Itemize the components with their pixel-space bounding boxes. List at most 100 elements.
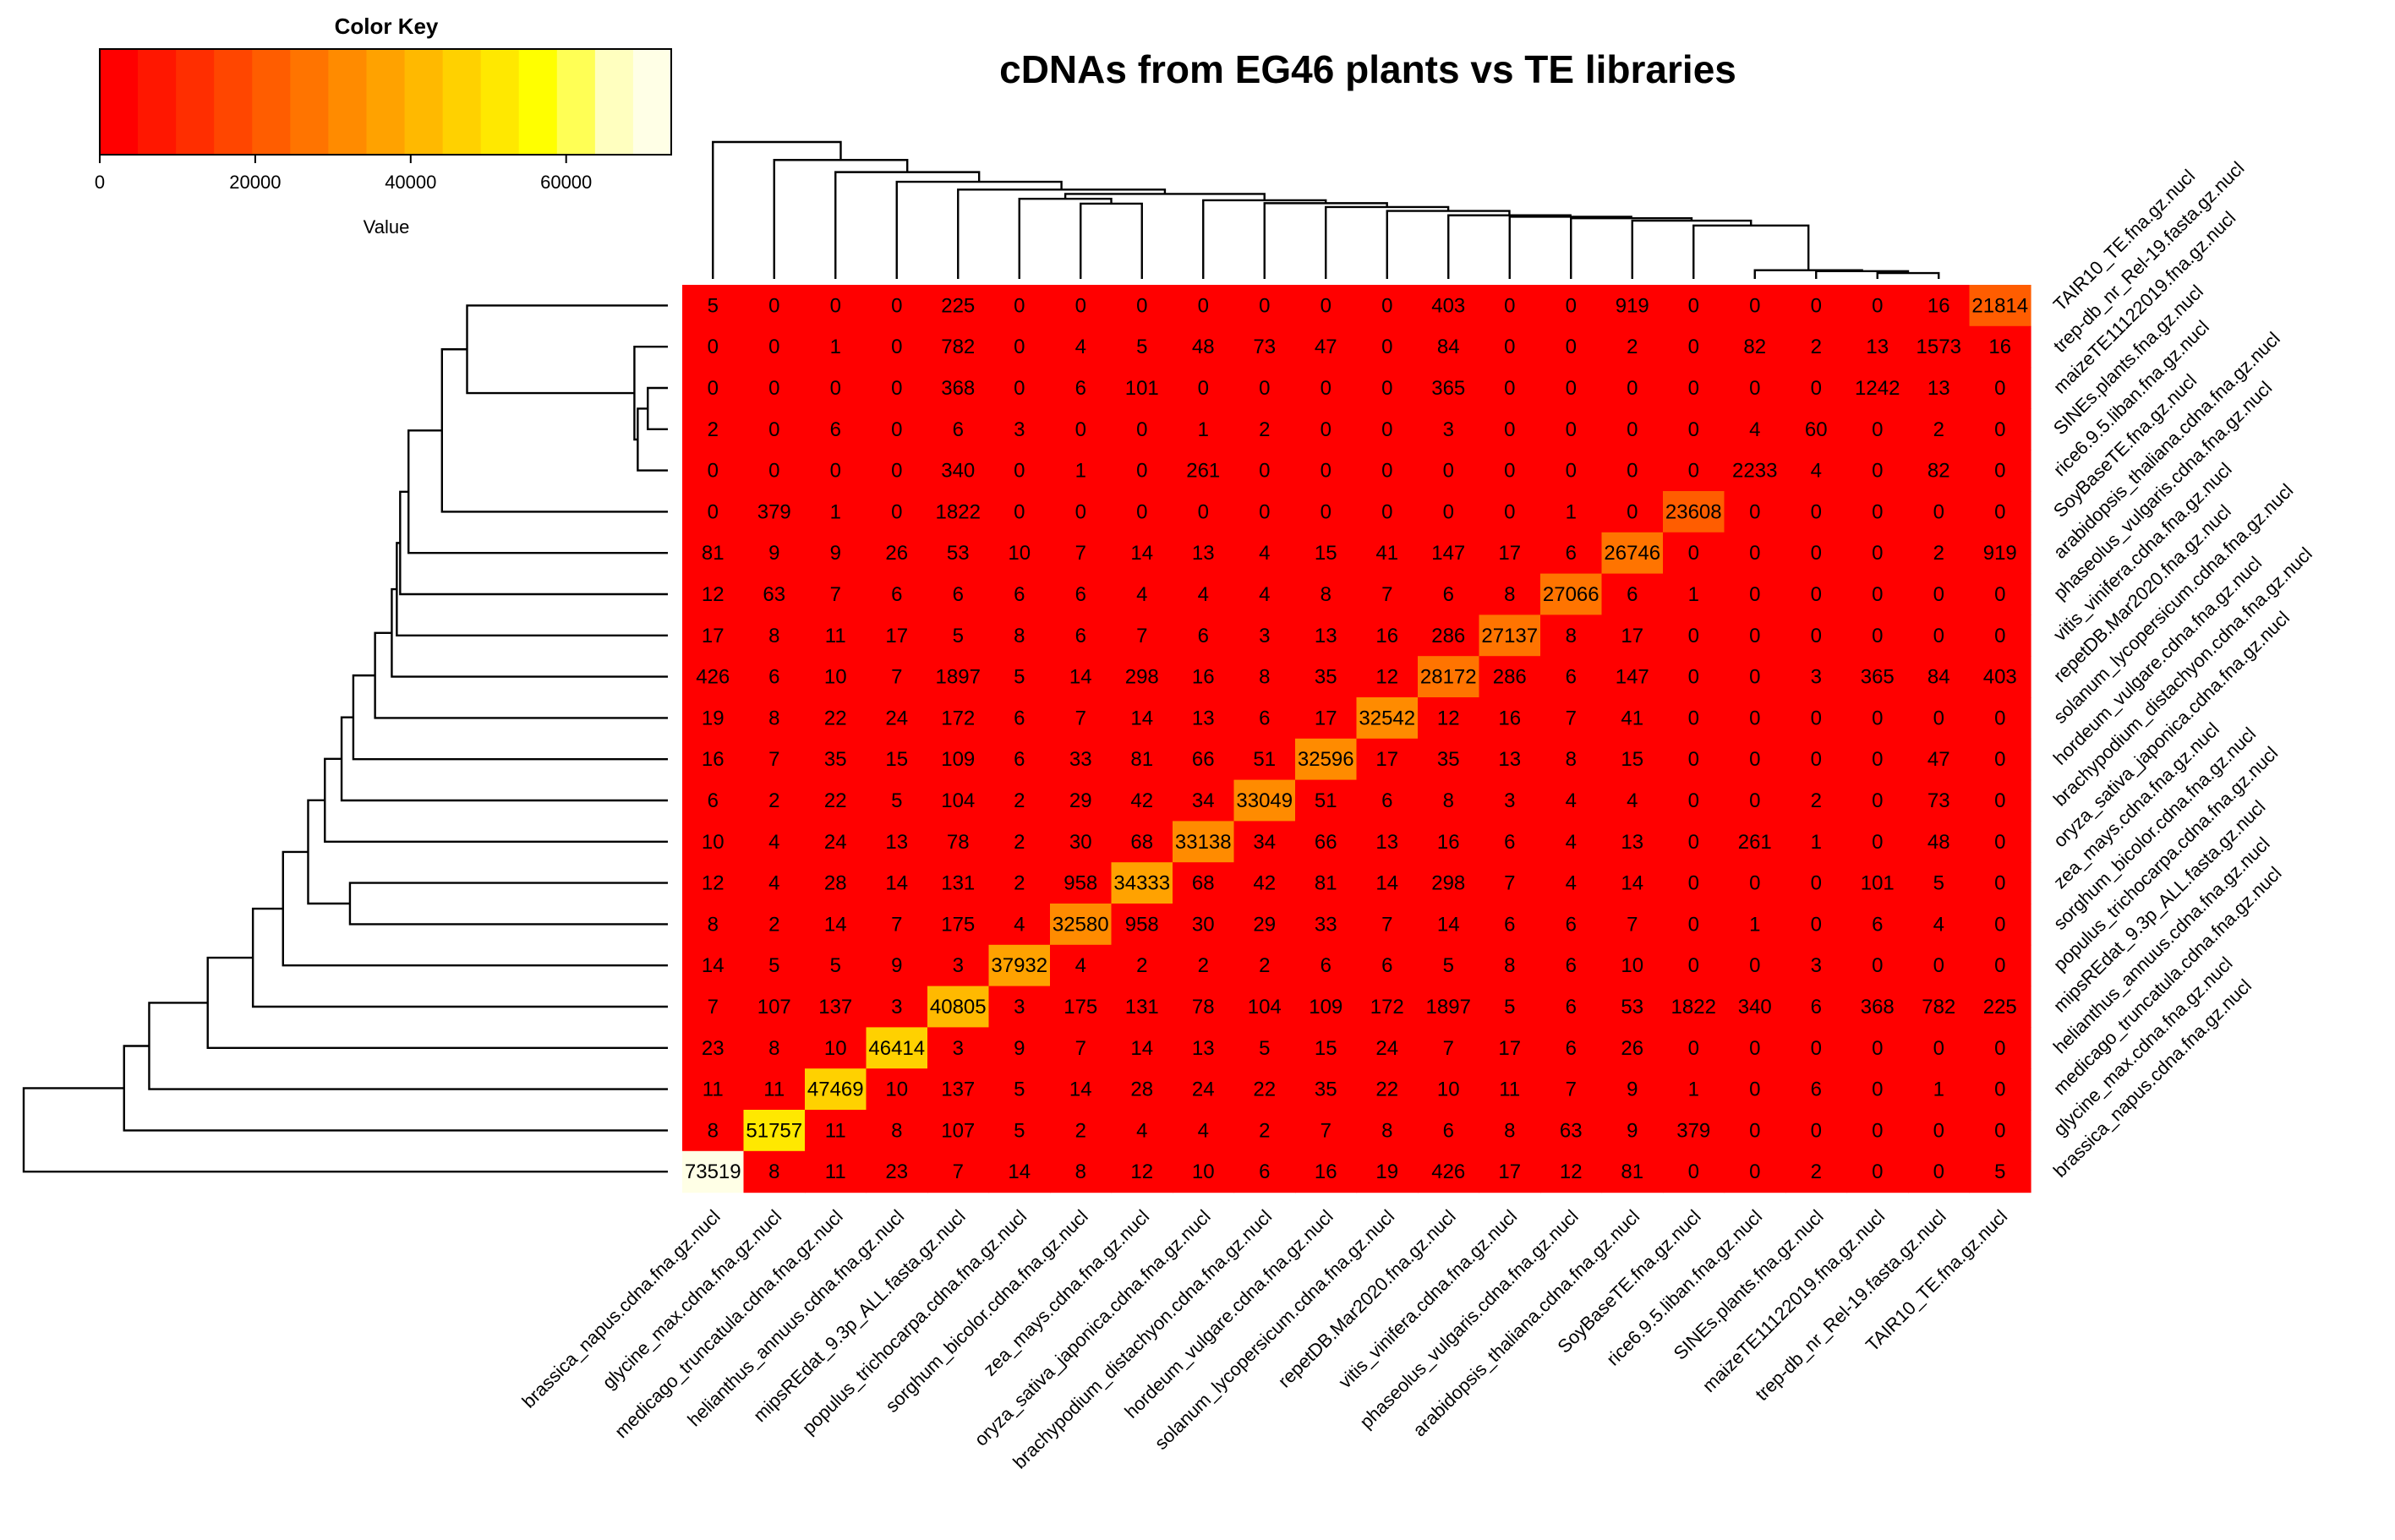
heatmap-cell bbox=[1356, 821, 1419, 863]
heatmap-cell bbox=[1540, 1027, 1603, 1069]
heatmap-cell bbox=[1050, 450, 1113, 492]
heatmap-cell bbox=[1846, 779, 1909, 822]
heatmap-cell bbox=[1540, 614, 1603, 657]
cell-value-label: 40805 bbox=[930, 996, 987, 1018]
heatmap-cell bbox=[866, 986, 928, 1028]
cell-value-label: 28 bbox=[1130, 1079, 1153, 1101]
cell-value-label: 53 bbox=[947, 542, 970, 565]
heatmap-cell bbox=[988, 1068, 1051, 1111]
cell-value-label: 0 bbox=[1136, 460, 1147, 483]
cell-value-label: 3 bbox=[1443, 418, 1454, 441]
heatmap-cell bbox=[1173, 944, 1235, 987]
cell-value-label: 4 bbox=[1075, 336, 1086, 358]
cell-value-label: 0 bbox=[1504, 460, 1515, 483]
cell-value-label: 84 bbox=[1437, 336, 1460, 358]
cell-value-label: 10 bbox=[824, 666, 847, 689]
cell-value-label: 78 bbox=[1192, 996, 1215, 1018]
heatmap-cell bbox=[1785, 656, 1848, 698]
cell-value-label: 0 bbox=[768, 336, 779, 358]
heatmap-cell bbox=[1479, 408, 1541, 451]
heatmap-cell bbox=[1479, 491, 1541, 533]
heatmap-cell bbox=[1111, 532, 1173, 575]
cell-value-label: 6 bbox=[1014, 707, 1025, 729]
heatmap-cell bbox=[805, 1150, 867, 1193]
heatmap-cell bbox=[1050, 573, 1113, 615]
cell-value-label: 12 bbox=[702, 583, 725, 606]
heatmap-cell bbox=[743, 491, 806, 533]
cell-value-label: 0 bbox=[1933, 625, 1944, 647]
heatmap-cell bbox=[988, 325, 1051, 369]
heatmap-cell bbox=[1663, 904, 1725, 946]
cell-value-label: 6 bbox=[1381, 954, 1392, 977]
cell-value-label: 6 bbox=[1627, 583, 1638, 606]
cell-value-label: 0 bbox=[1259, 377, 1270, 400]
heatmap-cell bbox=[1908, 1068, 1971, 1111]
heatmap-cell bbox=[988, 532, 1051, 575]
cell-value-label: 172 bbox=[941, 707, 975, 729]
heatmap-cell bbox=[1295, 450, 1358, 492]
heatmap-cell bbox=[1295, 408, 1358, 451]
heatmap-cell bbox=[1173, 1027, 1235, 1069]
heatmap-cell bbox=[743, 779, 806, 822]
heatmap-cell bbox=[805, 779, 867, 822]
heatmap-cell bbox=[743, 738, 806, 781]
heatmap-cell bbox=[1663, 944, 1725, 987]
heatmap-cell bbox=[1785, 697, 1848, 740]
cell-value-label: 16 bbox=[1498, 707, 1521, 729]
cell-value-label: 5 bbox=[768, 954, 779, 977]
cell-value-label: 81 bbox=[1315, 872, 1337, 895]
cell-value-label: 6 bbox=[953, 583, 964, 606]
cell-value-label: 1 bbox=[1933, 1079, 1944, 1101]
cell-value-label: 13 bbox=[1315, 625, 1337, 647]
cell-value-label: 1 bbox=[830, 336, 841, 358]
heatmap-cell bbox=[927, 1150, 990, 1193]
heatmap-cell bbox=[1601, 1150, 1664, 1193]
cell-value-label: 1573 bbox=[1917, 336, 1961, 358]
cell-value-label: 0 bbox=[1627, 460, 1638, 483]
cell-value-label: 5 bbox=[1933, 872, 1944, 895]
cell-value-label: 53 bbox=[1621, 996, 1643, 1018]
heatmap-cell bbox=[1418, 862, 1480, 904]
cell-value-label: 0 bbox=[1994, 872, 2005, 895]
heatmap-cell bbox=[1418, 491, 1480, 533]
heatmap-cell bbox=[1969, 1110, 2031, 1152]
heatmap-cell bbox=[1663, 1027, 1725, 1069]
column-dendrogram-branch bbox=[1447, 214, 1572, 279]
heatmap-cell bbox=[1418, 944, 1480, 987]
color-key-tick-label: 40000 bbox=[385, 172, 436, 193]
cell-value-label: 14 bbox=[1069, 1079, 1092, 1101]
heatmap-cell bbox=[1479, 986, 1541, 1028]
heatmap-cell bbox=[805, 1027, 867, 1069]
cell-value-label: 0 bbox=[1749, 500, 1760, 523]
cell-value-label: 7 bbox=[768, 748, 779, 771]
heatmap-cell bbox=[1418, 821, 1480, 863]
heatmap-cell bbox=[866, 325, 928, 369]
heatmap-cell bbox=[927, 491, 990, 533]
heatmap-cell bbox=[743, 408, 806, 451]
heatmap-cell bbox=[1663, 573, 1725, 615]
cell-value-label: 16 bbox=[1315, 1160, 1337, 1183]
heatmap-cell bbox=[866, 408, 928, 451]
heatmap-cell bbox=[743, 1068, 806, 1111]
heatmap-cell bbox=[1846, 1150, 1909, 1193]
heatmap-cell bbox=[1601, 862, 1664, 904]
heatmap-cell bbox=[682, 285, 745, 327]
heatmap-cell bbox=[1479, 944, 1541, 987]
row-dendrogram-branch bbox=[282, 850, 668, 967]
cell-value-label: 0 bbox=[1933, 954, 1944, 977]
heatmap-cell bbox=[743, 697, 806, 740]
row-dendrogram-branch bbox=[637, 407, 668, 472]
cell-value-label: 9 bbox=[1627, 1079, 1638, 1101]
cell-value-label: 0 bbox=[1381, 500, 1392, 523]
heatmap-cell bbox=[1785, 862, 1848, 904]
heatmap-cell bbox=[1601, 450, 1664, 492]
cell-value-label: 0 bbox=[1688, 707, 1699, 729]
heatmap-cell bbox=[1724, 491, 1786, 533]
cell-value-label: 4 bbox=[1566, 872, 1577, 895]
heatmap-cell bbox=[1969, 573, 2031, 615]
color-key-swatch bbox=[214, 49, 253, 155]
heatmap-cell bbox=[1111, 697, 1173, 740]
heatmap-cell bbox=[866, 779, 928, 822]
cell-value-label: 0 bbox=[1933, 1160, 1944, 1183]
heatmap-cell bbox=[805, 944, 867, 987]
